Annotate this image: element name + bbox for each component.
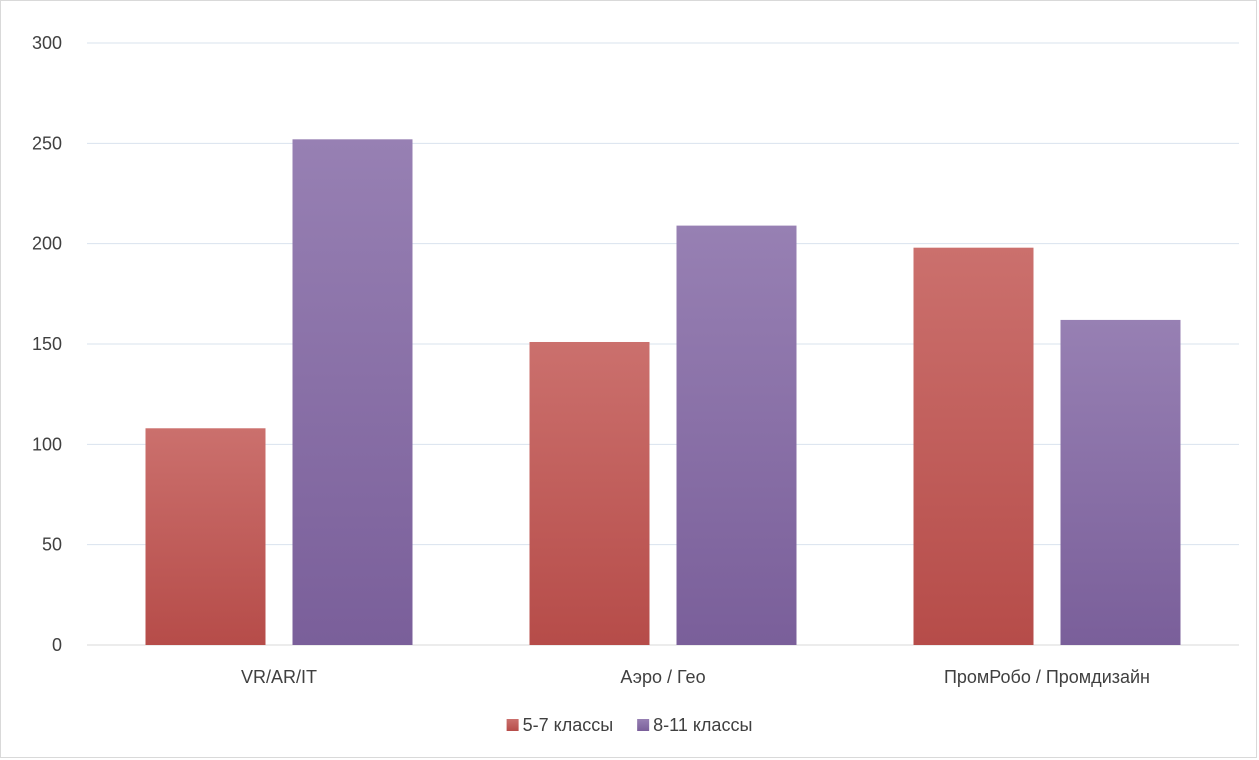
bar-series-2 bbox=[1061, 320, 1181, 645]
bar-series-1 bbox=[146, 428, 266, 645]
y-tick-label: 300 bbox=[32, 33, 62, 53]
y-tick-label: 250 bbox=[32, 133, 62, 153]
bar-series-2 bbox=[293, 139, 413, 645]
y-tick-label: 0 bbox=[52, 635, 62, 655]
legend-label: 8-11 классы bbox=[653, 715, 752, 735]
y-tick-label: 200 bbox=[32, 234, 62, 254]
x-category-label: VR/AR/IT bbox=[241, 667, 317, 687]
y-tick-label: 50 bbox=[42, 535, 62, 555]
bar-series-1 bbox=[530, 342, 650, 645]
bar-series-1 bbox=[914, 248, 1034, 645]
x-axis-categories: VR/AR/IT Аэро / Гео ПромРобо / Промдизайн bbox=[241, 667, 1150, 687]
x-category-label: Аэро / Гео bbox=[620, 667, 705, 687]
legend: 5-7 классы 8-11 классы bbox=[507, 715, 753, 735]
x-category-label: ПромРобо / Промдизайн bbox=[944, 667, 1150, 687]
y-tick-label: 150 bbox=[32, 334, 62, 354]
legend-label: 5-7 классы bbox=[523, 715, 614, 735]
legend-swatch bbox=[637, 719, 649, 731]
y-axis-ticks: 0 50 100 150 200 250 300 bbox=[32, 33, 62, 655]
bars bbox=[146, 139, 1181, 645]
bar-series-2 bbox=[677, 226, 797, 645]
y-tick-label: 100 bbox=[32, 434, 62, 454]
legend-swatch bbox=[507, 719, 519, 731]
